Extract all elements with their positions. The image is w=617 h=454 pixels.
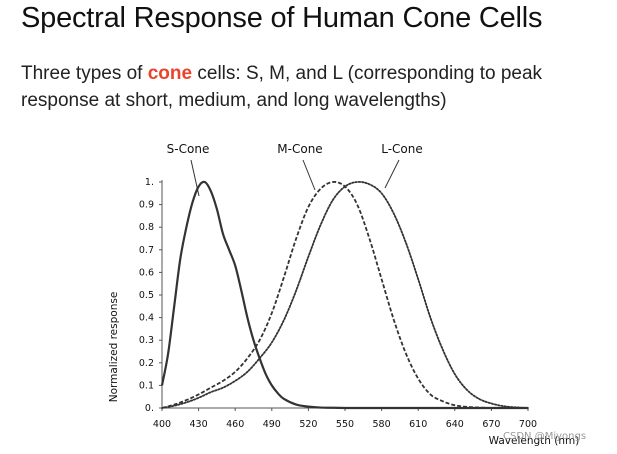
- slide-subtitle: Three types of cone cells: S, M, and L (…: [21, 60, 611, 114]
- y-tick-label: 0.4: [139, 313, 154, 324]
- y-tick-label: 0.1: [139, 380, 154, 391]
- chart-series-labels: S-Cone M-Cone L-Cone: [167, 142, 423, 197]
- y-tick-label: 0.9: [139, 200, 154, 211]
- y-tick-label: 0.2: [139, 358, 154, 369]
- y-tick-label: 0.5: [139, 290, 154, 301]
- chart-series: [160, 180, 529, 410]
- series-label-leader-line: [302, 159, 316, 191]
- y-tick-label: 0.: [145, 403, 154, 414]
- y-tick-label: 0.3: [139, 335, 154, 346]
- chart-axes: 0. 0.1 0.2 0.3 0.4 0.5 0.6 0.7 0.8 0.9 1. 400 430 460…: [139, 177, 537, 430]
- x-tick-label: 550: [336, 419, 354, 430]
- series-line-l-cone: [161, 181, 529, 409]
- x-tick-label: 640: [446, 419, 464, 430]
- x-tick-label: 400: [153, 419, 171, 430]
- x-tick-label: 700: [519, 419, 537, 430]
- slide-title: Spectral Response of Human Cone Cells: [21, 2, 543, 34]
- x-tick-label: 670: [482, 419, 500, 430]
- y-tick-label: 0.8: [139, 222, 154, 233]
- series-label-s-cone: S-Cone: [167, 142, 210, 156]
- y-tick-label: 0.7: [139, 245, 154, 256]
- series-line-s-cone: [160, 180, 528, 410]
- x-tick-label: 580: [373, 419, 391, 430]
- series-label-m-cone: M-Cone: [277, 142, 322, 156]
- x-tick-label: 610: [409, 419, 427, 430]
- y-tick-label: 1.: [145, 177, 154, 188]
- x-tick-label: 460: [226, 419, 244, 430]
- y-axis-title: Normalized response: [108, 292, 120, 403]
- subtitle-text-end: cells: S, M, and L (corresponding to pea…: [21, 63, 543, 111]
- watermark: CSDN @Miyongs: [503, 431, 587, 442]
- series-label-l-cone: L-Cone: [381, 142, 423, 156]
- x-axis-title: Wavelength (nm): [489, 435, 580, 447]
- series-label-leader-line: [384, 159, 400, 189]
- x-tick-label: 520: [299, 419, 317, 430]
- y-tick-label: 0.6: [139, 267, 154, 278]
- subtitle-highlight-cone: cone: [147, 63, 193, 84]
- x-tick-label: 490: [263, 419, 281, 430]
- series-label-leader-line: [190, 159, 200, 197]
- series-line-m-cone: [161, 181, 528, 409]
- subtitle-text-start: Three types of: [21, 63, 148, 84]
- x-tick-label: 430: [190, 419, 208, 430]
